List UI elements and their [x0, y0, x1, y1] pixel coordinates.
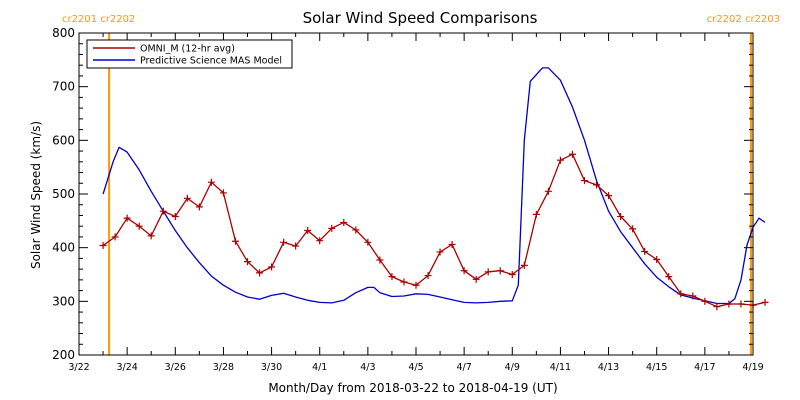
legend-label-mas: Predictive Science MAS Model [140, 56, 282, 67]
data-point-marker [400, 278, 408, 286]
data-point-marker [653, 255, 661, 263]
legend-box [86, 39, 293, 69]
x-tick-label: 3/22 [68, 362, 89, 373]
x-tick-label: 3/26 [165, 362, 186, 373]
data-point-marker [484, 268, 492, 276]
data-point-marker [268, 263, 276, 271]
data-point-marker [581, 177, 588, 185]
x-tick-label: 3/28 [213, 362, 234, 373]
data-point-marker [280, 238, 288, 246]
data-point-marker [207, 178, 215, 186]
chart-title: Solar Wind Speed Comparisons [303, 9, 538, 27]
x-tick-label: 4/3 [360, 362, 375, 373]
y-axis: 200 300 400 500 600 700 800 [52, 26, 753, 362]
data-point-marker [292, 242, 300, 250]
y-tick-label: 500 [52, 187, 75, 201]
rotation-marker-label: cr2201 cr2202 [62, 14, 135, 25]
x-tick-label: 4/11 [550, 362, 571, 373]
data-point-marker [256, 269, 264, 277]
x-axis: 3/22 3/24 3/26 3/28 3/30 4/1 4/3 4/5 4/7 4/9 4/11 4… [68, 33, 764, 373]
rotation-marker-label: cr2202 cr2203 [707, 14, 780, 25]
data-point-marker [135, 222, 143, 230]
legend-label-omni: OMNI_M (12-hr avg) [140, 44, 235, 55]
series-layer [99, 67, 769, 311]
data-point-marker [701, 297, 709, 305]
legend: OMNI_M (12-hr avg) Predictive Science MA… [86, 39, 293, 69]
data-point-marker [304, 226, 312, 234]
x-tick-label: 4/17 [694, 362, 715, 373]
data-point-marker [123, 214, 131, 222]
data-point-marker [508, 271, 516, 278]
data-point-marker [677, 290, 685, 298]
data-point-marker [376, 256, 384, 264]
data-point-marker [219, 189, 227, 197]
data-point-marker [244, 258, 251, 266]
data-point-marker [713, 303, 721, 311]
data-point-marker [532, 210, 540, 218]
data-point-marker [147, 232, 155, 240]
x-tick-label: 4/15 [646, 362, 667, 373]
data-point-marker [544, 187, 552, 195]
data-point-marker [231, 237, 239, 245]
data-point-marker [689, 292, 697, 300]
y-tick-label: 800 [52, 26, 75, 40]
data-point-marker [436, 248, 444, 256]
data-point-marker [364, 238, 372, 246]
x-tick-label: 4/1 [312, 362, 327, 373]
y-tick-label: 200 [52, 348, 75, 362]
data-point-marker [737, 300, 745, 308]
x-axis-label: Month/Day from 2018-03-22 to 2018-04-19 … [268, 381, 557, 395]
data-point-marker [99, 242, 107, 250]
x-tick-label: 4/13 [598, 362, 619, 373]
data-point-marker [412, 281, 420, 289]
data-point-marker [641, 247, 649, 255]
data-point-marker [352, 226, 360, 234]
data-point-marker [183, 194, 191, 202]
data-point-marker [556, 156, 564, 164]
data-point-marker [665, 273, 673, 281]
y-tick-label: 600 [52, 133, 75, 147]
series-line-omni [102, 153, 766, 308]
data-point-marker [388, 273, 396, 281]
x-tick-label: 3/24 [116, 362, 137, 373]
y-axis-label: Solar Wind Speed (km/s) [29, 121, 43, 269]
data-point-marker [605, 192, 613, 200]
data-point-marker [460, 267, 468, 275]
x-tick-label: 4/9 [505, 362, 520, 373]
data-point-marker [195, 203, 203, 211]
data-point-marker [496, 267, 504, 275]
data-point-marker [617, 213, 625, 221]
y-tick-label: 700 [52, 80, 75, 94]
data-point-marker [472, 275, 480, 283]
data-point-marker [111, 233, 119, 241]
series-line-mas [102, 67, 766, 305]
data-point-marker [761, 298, 769, 306]
plot-frame [78, 32, 754, 356]
y-tick-label: 300 [52, 294, 75, 308]
data-point-marker [424, 272, 432, 280]
x-tick-label: 4/7 [456, 362, 471, 373]
y-tick-label: 400 [52, 241, 75, 255]
data-point-marker [328, 224, 336, 232]
data-point-marker [316, 237, 324, 245]
data-point-marker [159, 207, 167, 215]
data-point-marker [593, 181, 601, 189]
data-point-marker [340, 218, 348, 226]
x-tick-label: 3/30 [261, 362, 282, 373]
data-point-marker [520, 261, 528, 269]
data-point-marker [725, 300, 733, 308]
x-tick-label: 4/19 [742, 362, 763, 373]
data-point-marker [568, 150, 576, 158]
data-point-marker [448, 240, 456, 248]
data-point-marker [629, 225, 637, 233]
x-tick-label: 4/5 [408, 362, 423, 373]
data-point-marker [171, 213, 179, 221]
